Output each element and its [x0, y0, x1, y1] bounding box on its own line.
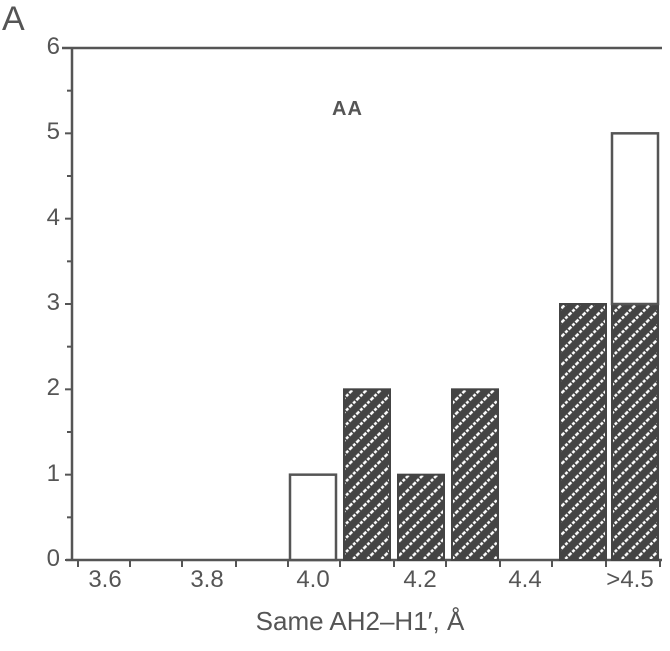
- y-tick-label: 4: [46, 203, 60, 231]
- y-tick-label: 6: [46, 33, 60, 60]
- y-tick-label: 2: [46, 374, 60, 402]
- y-tick-label: 1: [46, 459, 60, 487]
- bar-hatched: [611, 303, 659, 561]
- bar-hatched: [559, 303, 607, 561]
- x-tick-label: 3.6: [88, 566, 122, 593]
- y-tick-label: 3: [46, 289, 60, 316]
- y-tick-label: 5: [46, 118, 60, 146]
- x-tick-label: 3.8: [190, 566, 224, 593]
- x-tick-label: 4.2: [403, 566, 437, 593]
- y-tick-label: 0: [46, 545, 60, 572]
- x-tick-label: 4.4: [508, 566, 542, 593]
- bar-hatched: [397, 473, 445, 561]
- bar-open: [610, 132, 660, 306]
- bar-hatched: [451, 388, 499, 562]
- bars: [288, 132, 660, 562]
- bar-hatched: [343, 388, 391, 562]
- x-axis-label: Same AH2–H1′, Å: [255, 606, 465, 636]
- bar-open: [288, 473, 338, 562]
- x-tick-label: 4.0: [296, 566, 330, 593]
- series-annotation: AA: [332, 98, 363, 120]
- x-tick-label: >4.5: [606, 566, 654, 593]
- panel-label: A: [2, 0, 25, 38]
